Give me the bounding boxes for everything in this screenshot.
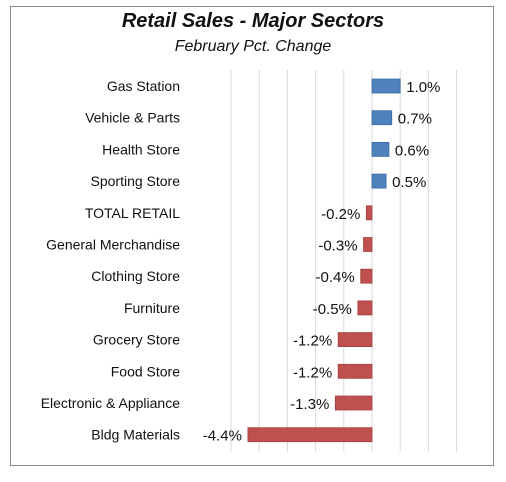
value-label-6: -0.4% <box>316 269 355 286</box>
value-label-4: -0.2% <box>321 206 360 223</box>
category-label-7: Furniture <box>124 300 180 316</box>
gridlines <box>230 70 458 452</box>
bar-11 <box>247 427 373 443</box>
bar-10 <box>334 395 373 411</box>
category-label-3: Sporting Store <box>91 173 181 189</box>
value-label-0: 1.0% <box>406 79 440 96</box>
value-label-8: -1.2% <box>293 333 332 350</box>
category-label-2: Health Store <box>102 141 180 157</box>
value-label-9: -1.2% <box>293 364 332 381</box>
value-label-11: -4.4% <box>203 428 242 445</box>
value-label-10: -1.3% <box>290 396 329 413</box>
bar-8 <box>337 332 373 348</box>
chart-title: Retail Sales - Major Sectors <box>121 10 385 32</box>
value-label-3: 0.5% <box>392 174 426 191</box>
category-label-5: General Merchandise <box>46 237 180 253</box>
bar-9 <box>337 363 373 379</box>
labels: Gas Station 1.0% Vehicle & Parts 0.7% Health… <box>41 78 441 445</box>
category-label-4: TOTAL RETAIL <box>85 205 180 221</box>
category-label-10: Electronic & Appliance <box>41 395 181 411</box>
value-label-7: -0.5% <box>313 301 352 318</box>
category-label-11: Bldg Materials <box>91 427 180 443</box>
category-label-1: Vehicle & Parts <box>85 110 180 126</box>
chart-subtitle: February Pct. Change <box>174 38 332 55</box>
category-label-0: Gas Station <box>107 78 180 94</box>
value-label-2: 0.6% <box>395 142 429 159</box>
category-label-9: Food Store <box>111 363 180 379</box>
bar-5 <box>363 237 373 252</box>
value-label-1: 0.7% <box>398 111 432 128</box>
bar-4 <box>365 205 373 221</box>
value-label-5: -0.3% <box>318 238 357 255</box>
bar-3 <box>371 173 387 189</box>
category-label-8: Grocery Store <box>93 332 180 348</box>
bar-2 <box>371 141 390 157</box>
category-label-6: Clothing Store <box>91 268 180 284</box>
bar-6 <box>360 268 373 284</box>
bars <box>247 78 401 443</box>
bar-1 <box>371 110 393 126</box>
chart-frame <box>10 6 494 466</box>
bar-7 <box>357 300 373 316</box>
bar-0 <box>371 78 401 94</box>
